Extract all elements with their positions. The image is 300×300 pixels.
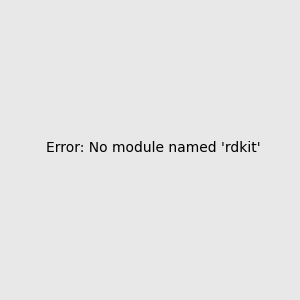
Text: Error: No module named 'rdkit': Error: No module named 'rdkit' <box>46 140 261 154</box>
